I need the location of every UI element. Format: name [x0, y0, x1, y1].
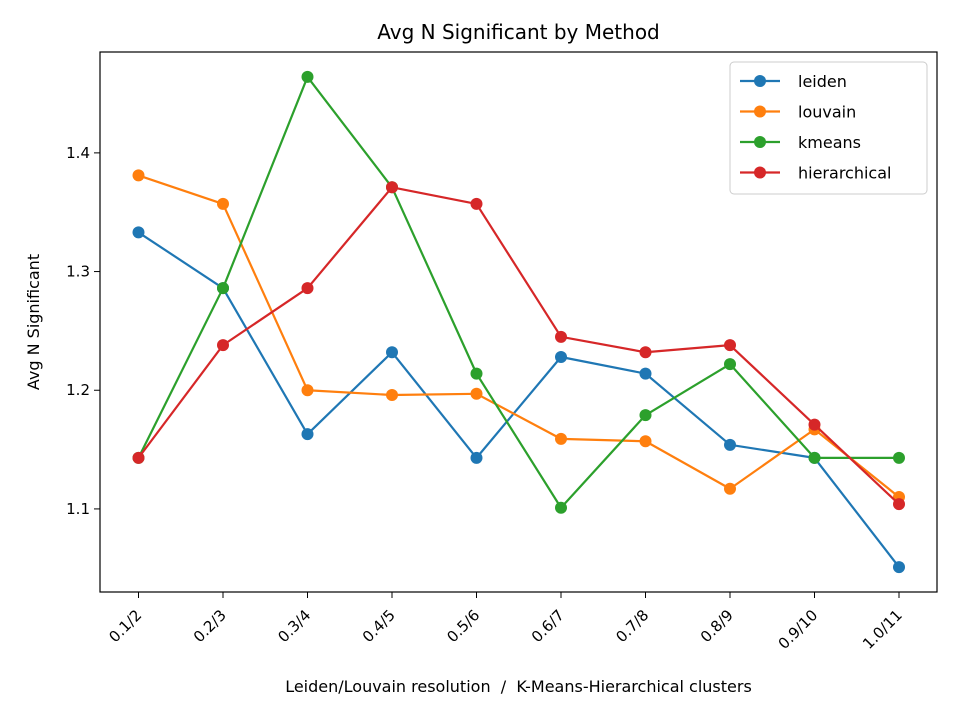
- data-point-hierarchical: [555, 330, 567, 343]
- x-tick-label: 0.2/3: [190, 606, 230, 646]
- data-point-leiden: [470, 451, 483, 464]
- x-tick-label: 0.8/9: [697, 606, 737, 646]
- data-point-leiden: [724, 438, 736, 451]
- legend-label-hierarchical: hierarchical: [798, 164, 891, 183]
- data-point-kmeans: [724, 358, 736, 371]
- data-point-kmeans: [301, 70, 314, 83]
- x-tick-label: 0.3/4: [274, 606, 314, 646]
- data-point-louvain: [132, 169, 145, 182]
- legend-box: [729, 61, 928, 195]
- data-point-hierarchical: [470, 197, 483, 210]
- data-point-kmeans: [893, 451, 905, 464]
- data-point-leiden: [893, 561, 905, 574]
- y-axis: 1.1 1.2 1.3 1.4: [66, 144, 100, 518]
- x-tick-label: 0.5/6: [443, 606, 483, 646]
- legend-marker-louvain: [754, 105, 766, 118]
- x-tick-label: 0.9/10: [775, 606, 822, 653]
- data-point-hierarchical: [386, 181, 398, 194]
- x-tick-label: 0.6/7: [528, 606, 568, 646]
- data-point-leiden: [639, 367, 652, 380]
- data-point-louvain: [386, 388, 398, 401]
- data-point-kmeans: [808, 451, 821, 464]
- data-point-leiden: [555, 351, 567, 364]
- data-point-kmeans: [639, 409, 652, 422]
- legend-label-kmeans: kmeans: [798, 133, 861, 152]
- data-point-leiden: [386, 346, 398, 359]
- x-tick-label: 0.4/5: [359, 606, 399, 646]
- data-point-louvain: [639, 435, 652, 448]
- data-point-kmeans: [217, 282, 229, 295]
- data-point-hierarchical: [724, 339, 736, 352]
- x-axis-label: Leiden/Louvain resolution / K-Means-Hier…: [285, 677, 752, 696]
- chart-title: Avg N Significant by Method: [377, 20, 660, 44]
- legend-label-louvain: louvain: [798, 103, 856, 122]
- data-point-leiden: [301, 428, 314, 441]
- data-point-hierarchical: [893, 498, 905, 511]
- data-point-louvain: [217, 197, 229, 210]
- data-point-kmeans: [470, 367, 483, 380]
- plot-frame: [99, 51, 938, 593]
- x-tick-label: 0.7/8: [612, 606, 652, 646]
- y-tick-label: 1.2: [66, 381, 90, 399]
- plot-area: [132, 70, 905, 574]
- data-point-louvain: [724, 482, 736, 495]
- data-point-leiden: [132, 226, 145, 239]
- legend-marker-kmeans: [754, 136, 766, 148]
- y-tick-label: 1.1: [66, 500, 90, 518]
- y-axis-label: Avg N Significant: [24, 254, 43, 390]
- legend: leiden louvain kmeans hierarchical: [729, 61, 928, 195]
- x-tick-label: 0.1/2: [105, 606, 145, 646]
- data-point-louvain: [470, 387, 483, 400]
- data-point-hierarchical: [301, 282, 314, 295]
- data-point-hierarchical: [132, 451, 145, 464]
- y-tick-label: 1.3: [66, 263, 90, 281]
- series-line-kmeans: [137, 75, 899, 509]
- legend-marker-leiden: [754, 75, 766, 87]
- x-axis: 0.1/2 0.2/3 0.3/4 0.4/5 0.5/6 0.6/7 0.7/8 0.8/9…: [105, 592, 906, 653]
- legend-marker-hierarchical: [754, 166, 766, 179]
- series-line-leiden: [137, 231, 900, 568]
- series-line-louvain: [138, 174, 900, 498]
- data-point-hierarchical: [639, 346, 652, 359]
- data-point-kmeans: [555, 501, 567, 514]
- legend-label-leiden: leiden: [798, 72, 847, 91]
- data-point-louvain: [555, 432, 567, 445]
- data-point-hierarchical: [808, 418, 821, 431]
- series-line-hierarchical: [137, 186, 900, 505]
- x-tick-label: 1.0/11: [859, 606, 906, 653]
- y-tick-label: 1.4: [66, 144, 90, 162]
- data-point-louvain: [301, 384, 314, 397]
- data-point-hierarchical: [217, 339, 229, 352]
